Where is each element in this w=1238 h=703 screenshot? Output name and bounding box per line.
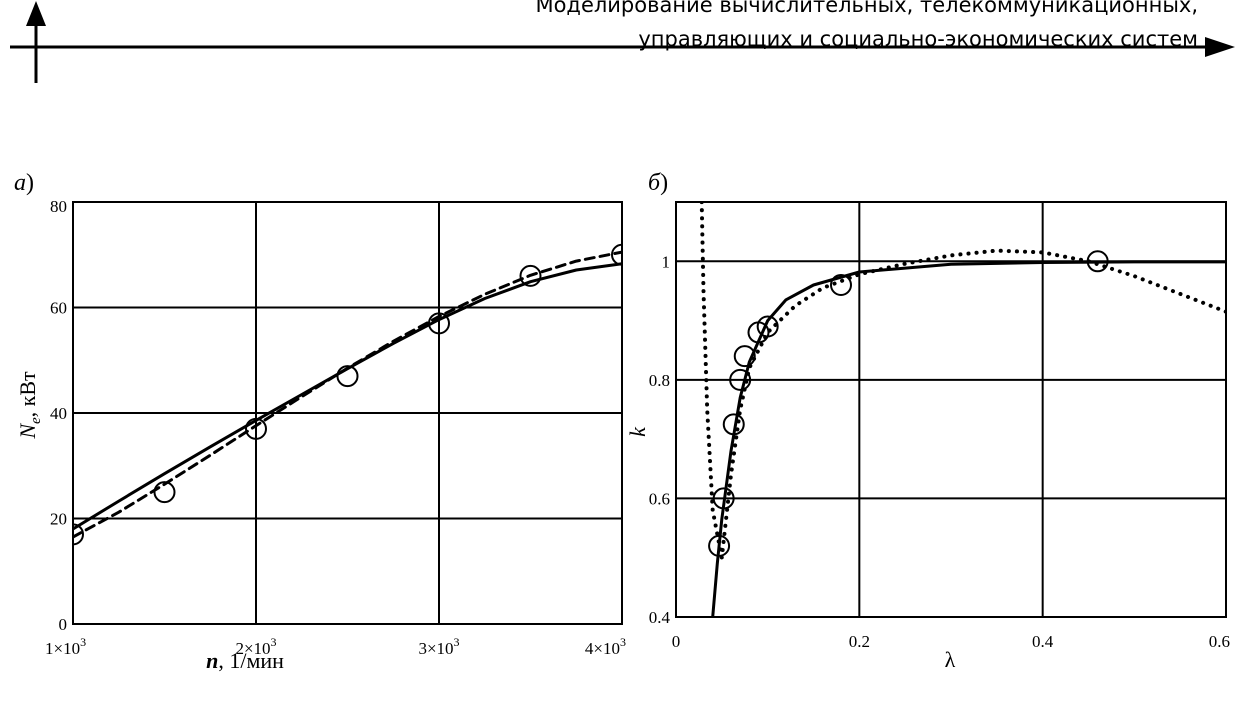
plot-frame — [72, 201, 623, 625]
data-point-marker — [611, 243, 622, 266]
x-tick-label: 4×103 — [585, 635, 626, 658]
y-tick-label: 20 — [50, 510, 67, 529]
x-tick-label: 2×103 — [235, 635, 276, 658]
data-point-marker — [830, 274, 852, 296]
y-tick-label: 0 — [59, 615, 68, 634]
x-tick-label: 0.6 — [1209, 632, 1230, 651]
y-tick-label: 0.6 — [649, 489, 670, 508]
x-tick-label: 3×103 — [418, 635, 459, 658]
y-tick-label: 0.4 — [649, 608, 671, 627]
chart-panel-a: 1×103 2×103 3×103 4×103 0 20 40 60 80 а) n, 1/мин N… — [14, 170, 626, 673]
data-point-marker — [73, 523, 84, 546]
data-point-marker — [733, 345, 756, 368]
y-tick-label: 1 — [662, 252, 671, 271]
data-point-marker — [729, 368, 752, 391]
chart-panel-b: 0 0.2 0.4 0.6 0.4 0.6 0.8 1 б) λ k — [625, 170, 1230, 672]
y-tick-label: 40 — [50, 404, 67, 423]
panel-label: а) — [14, 170, 34, 196]
plot-frame — [675, 201, 1227, 618]
x-tick-label: 0.4 — [1032, 632, 1054, 651]
dashed-curve — [73, 250, 622, 539]
y-axis-title: Ne, кВт — [15, 371, 44, 440]
plot-area — [73, 243, 622, 546]
data-point-marker — [336, 365, 359, 388]
x-tick-label: 0.2 — [849, 632, 870, 651]
solid-curve — [711, 260, 1226, 617]
plot-area — [699, 202, 1226, 617]
dotted-curve — [699, 202, 1226, 560]
x-axis-title: n, 1/мин — [206, 648, 284, 673]
y-tick-label: 80 — [50, 197, 67, 216]
data-point-marker — [519, 264, 542, 287]
panel-label: б) — [648, 170, 668, 196]
y-tick-label: 0.8 — [649, 371, 670, 390]
y-axis-title: k — [625, 426, 650, 437]
data-point-marker — [756, 315, 779, 338]
data-point-marker — [153, 481, 176, 504]
x-tick-label: 0 — [672, 632, 681, 651]
y-tick-label: 60 — [50, 299, 67, 318]
journal-section-title-line1: Моделирование вычислительных, телекоммун… — [535, 0, 1198, 17]
x-tick-label: 1×103 — [45, 635, 86, 658]
header-arrows — [10, 1, 1235, 83]
x-axis-title: λ — [945, 647, 956, 672]
